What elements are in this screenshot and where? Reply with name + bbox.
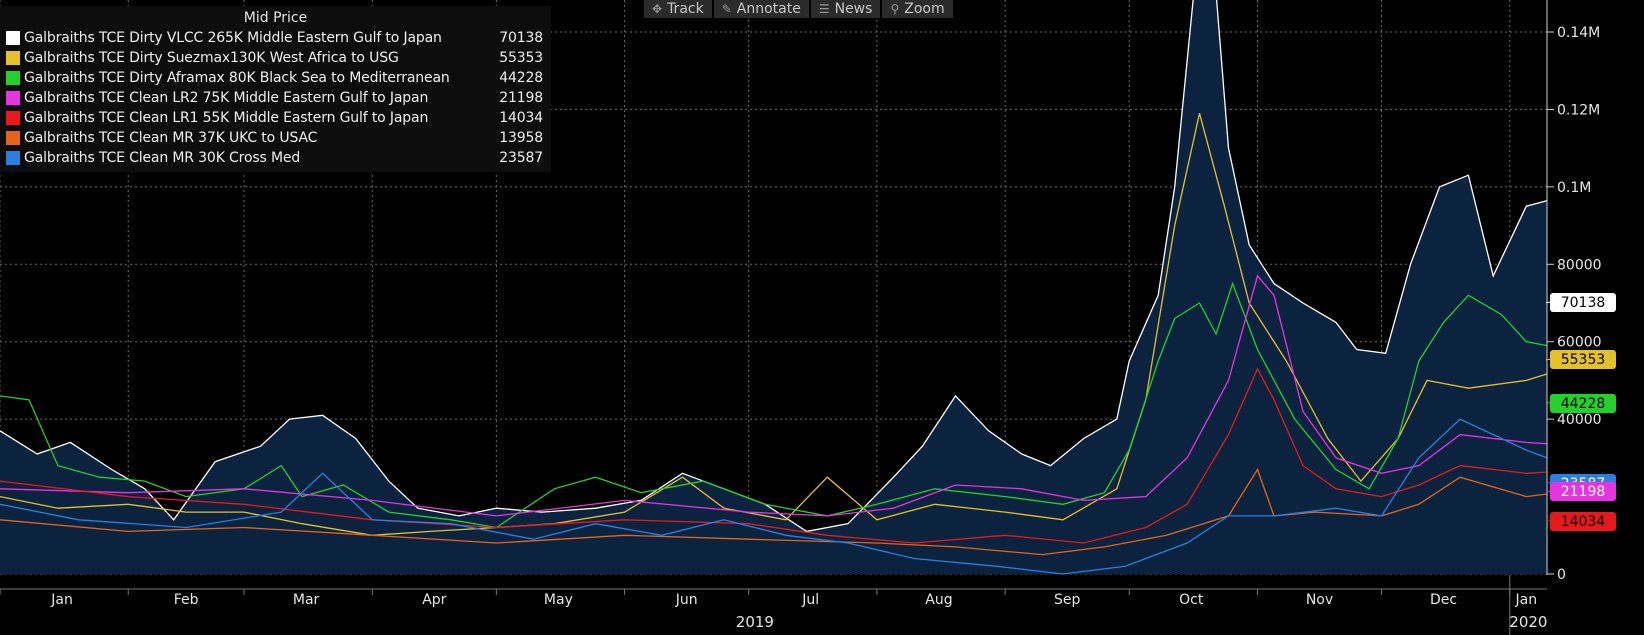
legend-series-value: 70138 [499,30,543,46]
news-label: News [834,1,873,17]
series-line-3 [0,274,1547,517]
y-tick-label: 0.1M [1557,180,1591,196]
x-tick-label: Mar [293,592,320,608]
legend-swatch [6,91,20,105]
annotate-button[interactable]: ✎ Annotate [713,0,809,18]
x-tick-label: Jan [50,592,73,608]
year-label: 2020 [1509,613,1547,631]
legend-series-name: Galbraiths TCE Dirty VLCC 265K Middle Ea… [24,30,442,46]
last-value-label: 21198 [1561,484,1606,500]
legend-swatch [6,71,20,85]
legend-series-value: 14034 [499,110,543,126]
track-label: Track [667,1,704,17]
legend-item: Galbraiths TCE Dirty Aframax 80K Black S… [0,68,551,88]
legend-item: Galbraiths TCE Dirty VLCC 265K Middle Ea… [0,28,551,48]
series-line-1 [0,113,1547,536]
x-tick-label: Feb [174,592,199,608]
last-value-badge [1550,512,1616,531]
chart-toolbar: ✥ Track ✎ Annotate ☰ News ⚲ Zoom [644,0,953,18]
x-tick-label: Dec [1430,592,1457,608]
last-value-badge [1550,482,1616,501]
last-value-markers: 701385535344228235872119814034 [1545,293,1616,531]
y-tick-label: 60000 [1557,335,1602,351]
pencil-icon: ✎ [721,2,732,16]
series-line-0 [0,0,1547,533]
y-tick-label: 40000 [1557,412,1602,428]
last-value-label: 70138 [1561,295,1606,311]
x-tick-label: Aug [925,592,952,608]
legend-item: Galbraiths TCE Clean MR 37K UKC to USAC 1… [0,128,551,148]
x-axis: Jan Feb Mar Apr May Jun Jul Aug Sep Oct Nov Dec Jan 2… [0,575,1547,635]
y-tick-label: 80000 [1557,257,1602,273]
series-line-4 [0,367,1547,544]
x-tick-label: Sep [1054,592,1081,608]
y-tick-label: 0 [1557,567,1566,583]
legend-swatch [6,131,20,145]
last-value-badge [1550,394,1616,413]
legend-swatch [6,31,20,45]
last-value-badge [1550,350,1616,369]
news-icon: ☰ [818,2,830,16]
zoom-label: Zoom [904,1,945,17]
legend-series-value: 13958 [499,130,543,146]
legend-series-name: Galbraiths TCE Clean MR 30K Cross Med [24,150,301,166]
x-tick-label: Jan [1515,592,1538,608]
legend-series-name: Galbraiths TCE Clean LR1 55K Middle East… [24,110,429,126]
last-value-label: 44228 [1561,396,1606,412]
legend-series-name: Galbraiths TCE Dirty Suezmax130K West Af… [24,50,399,66]
legend-series-value: 55353 [499,50,543,66]
x-tick-label: Oct [1179,592,1204,608]
chart-legend: Mid Price Galbraiths TCE Dirty VLCC 265K… [0,6,551,172]
legend-series-value: 21198 [499,90,543,106]
last-value-badge [1550,293,1616,312]
legend-rows: Galbraiths TCE Dirty VLCC 265K Middle Ea… [0,28,551,168]
crosshair-icon: ✥ [652,2,663,16]
legend-item: Galbraiths TCE Clean LR1 55K Middle East… [0,108,551,128]
legend-swatch [6,111,20,125]
legend-series-name: Galbraiths TCE Clean MR 37K UKC to USAC [24,130,318,146]
x-tick-label: Apr [422,592,446,608]
legend-item: Galbraiths TCE Clean LR2 75K Middle East… [0,88,551,108]
magnifier-icon: ⚲ [890,2,900,16]
y-tick-label: 0.12M [1557,102,1600,118]
legend-series-value: 23587 [499,150,543,166]
series-line-6 [0,418,1547,575]
zoom-button[interactable]: ⚲ Zoom [882,0,953,18]
annotate-label: Annotate [736,1,801,17]
y-axis: 0 40000 60000 80000 0.1M 0.12M 0.14M [1546,0,1602,583]
x-tick-label: Jun [675,592,698,608]
legend-item: Galbraiths TCE Clean MR 30K Cross Med 235… [0,148,551,168]
plot-area [0,0,1547,575]
legend-title: Mid Price [243,10,308,26]
x-tick-label: Nov [1306,592,1333,608]
legend-swatch [6,51,20,65]
news-button[interactable]: ☰ News [810,0,881,18]
y-tick-label: 0.14M [1557,25,1600,41]
last-value-label: 55353 [1561,352,1606,368]
year-label: 2019 [736,613,774,631]
series-line-2 [0,281,1547,529]
track-button[interactable]: ✥ Track [644,0,712,18]
x-tick-label: May [544,592,573,608]
legend-series-name: Galbraiths TCE Clean LR2 75K Middle East… [24,90,429,106]
legend-item: Galbraiths TCE Dirty Suezmax130K West Af… [0,48,551,68]
x-tick-label: Jul [801,592,819,608]
series-area-0 [0,0,1547,574]
legend-series-value: 44228 [499,70,543,86]
last-value-label: 14034 [1561,514,1606,530]
legend-swatch [6,151,20,165]
legend-series-name: Galbraiths TCE Dirty Aframax 80K Black S… [24,70,450,86]
